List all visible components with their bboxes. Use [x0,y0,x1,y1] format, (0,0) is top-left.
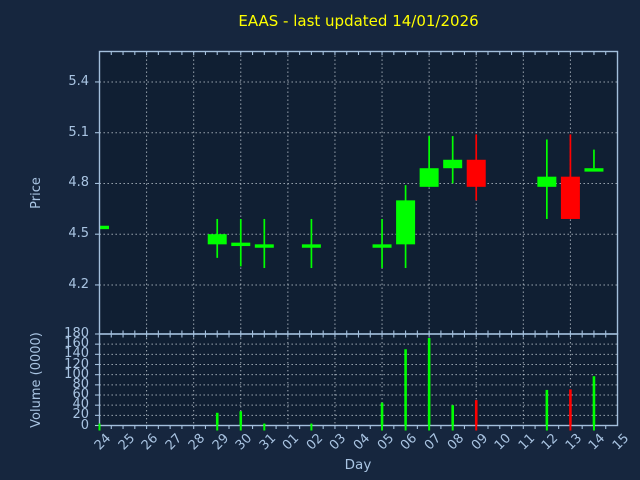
volume-tick-label: 120 [64,356,89,372]
candle-body [231,242,251,247]
volume-tick-label: 100 [64,366,89,382]
volume-bar [215,412,219,426]
volume-tick-label: 160 [64,336,89,352]
price-tick-label: 4.5 [68,226,89,242]
candle-body [584,168,604,172]
candle-body [99,225,109,230]
volume-tick-label: 80 [72,376,89,392]
volume-tick-label: 20 [72,407,89,423]
volume-bar [451,405,454,426]
candle-body [207,234,227,245]
volume-bar [592,376,596,426]
volume-tick-label: 60 [72,387,89,402]
volume-bar [569,389,572,426]
candle-body [301,244,321,248]
volume-bar [474,400,478,426]
x-axis-title: Day [344,457,372,473]
volume-bar [427,338,431,426]
price-tick-label: 5.4 [68,73,89,89]
volume-tick-label: 40 [72,397,89,413]
volume-tick-label: 180 [64,326,89,341]
candle-body [466,159,486,187]
candle-body [254,244,274,248]
price-tick-label: 5.1 [68,124,89,140]
candle-body [537,176,557,187]
chart-title: EAAS - last updated 14/01/2026 [238,12,479,30]
volume-bar [380,402,384,426]
volume-bar [239,411,243,426]
price-tick-label: 4.8 [68,175,89,191]
candle-body [560,176,580,219]
volume-tick-label: 140 [64,346,89,362]
candle-body [396,200,416,245]
candle-body [419,168,439,187]
candle-body [443,159,463,169]
price-tick-label: 4.2 [68,276,89,292]
volume-tick-label: 0 [80,417,89,433]
volume-bar [545,389,549,426]
candle-body [372,244,392,248]
volume-bar [404,349,407,426]
